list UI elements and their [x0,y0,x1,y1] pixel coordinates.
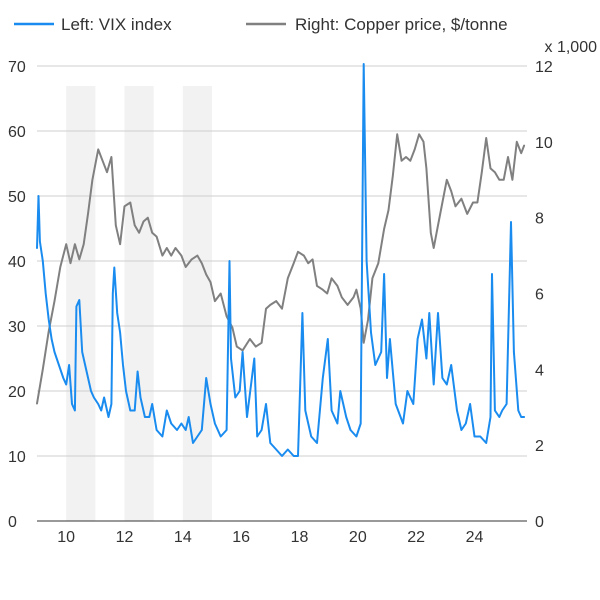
right-y-tick-label: 2 [535,438,544,455]
x-tick-label: 12 [116,529,134,546]
left-y-tick-label: 40 [8,254,26,271]
x-tick-label: 14 [174,529,192,546]
left-y-tick-label: 20 [8,384,26,401]
vix-line [36,63,526,457]
left-y-tick-label: 10 [8,449,26,466]
right-y-tick-label: 12 [535,59,553,76]
right-y-tick-label: 10 [535,135,553,152]
left-y-tick-label: 50 [8,189,26,206]
x-tick-label: 10 [57,529,75,546]
shaded-period-3 [182,86,212,521]
legend-label-copper: Right: Copper price, $/tonne [295,15,508,34]
x-tick-label: 22 [407,529,425,546]
right-y-tick-label: 4 [535,362,544,379]
right-y-tick-label: 0 [535,514,544,531]
series-lines [36,63,526,457]
left-y-tick-label: 70 [8,59,26,76]
right-y-tick-label: 8 [535,211,544,228]
x-tick-label: 18 [291,529,309,546]
left-y-tick-label: 0 [8,514,17,531]
x-tick-label: 16 [232,529,250,546]
shaded-period-1 [66,86,96,521]
shaded-period-2 [124,86,154,521]
left-y-tick-label: 30 [8,319,26,336]
right-y-tick-label: 6 [535,287,544,304]
legend: Left: VIX index Right: Copper price, $/t… [14,15,508,34]
x-tick-label: 24 [466,529,484,546]
legend-label-vix: Left: VIX index [61,15,172,34]
left-y-tick-label: 60 [8,124,26,141]
copper-price-line [36,133,526,405]
x-tick-label: 20 [349,529,367,546]
shaded-periods [66,86,212,521]
right-axis-unit-label: x 1,000 [545,39,598,56]
